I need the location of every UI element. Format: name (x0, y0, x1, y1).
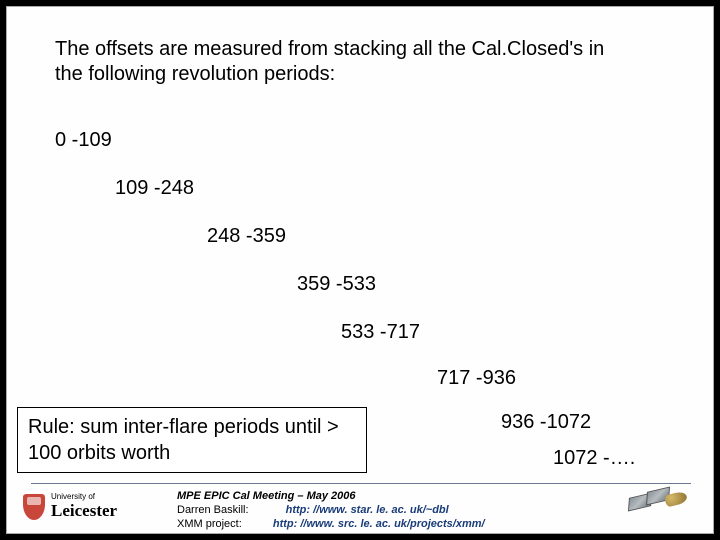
range-4: 533 -717 (341, 321, 420, 344)
range-6: 936 -1072 (501, 411, 591, 434)
footer-author-row: Darren Baskill: http: //www. star. le. a… (177, 504, 485, 518)
range-0: 0 -109 (55, 129, 112, 152)
footer: MPE EPIC Cal Meeting – May 2006 Darren B… (177, 490, 485, 531)
range-7: 1072 -…. (553, 447, 635, 470)
slide: The offsets are measured from stacking a… (6, 6, 714, 534)
intro-text: The offsets are measured from stacking a… (55, 37, 615, 87)
footer-project-label: XMM project: (177, 518, 242, 532)
range-2: 248 -359 (207, 225, 286, 248)
footer-project-row: XMM project: http: //www. src. le. ac. u… (177, 518, 485, 532)
satellite-icon (627, 479, 697, 521)
logo-text: University of Leicester (51, 493, 117, 520)
rule-box: Rule: sum inter-flare periods until > 10… (17, 407, 367, 473)
rule-text: Rule: sum inter-flare periods until > 10… (28, 416, 339, 464)
footer-divider (31, 483, 691, 484)
footer-title: MPE EPIC Cal Meeting – May 2006 (177, 490, 485, 504)
footer-author-label: Darren Baskill: (177, 504, 249, 518)
footer-project-url: http: //www. src. le. ac. uk/projects/xm… (273, 518, 485, 532)
logo-big: Leicester (51, 502, 117, 521)
range-1: 109 -248 (115, 177, 194, 200)
range-5: 717 -936 (437, 367, 516, 390)
footer-author-url: http: //www. star. le. ac. uk/~dbl (286, 504, 449, 518)
range-3: 359 -533 (297, 273, 376, 296)
university-logo: University of Leicester (23, 493, 117, 520)
shield-icon (23, 494, 45, 520)
